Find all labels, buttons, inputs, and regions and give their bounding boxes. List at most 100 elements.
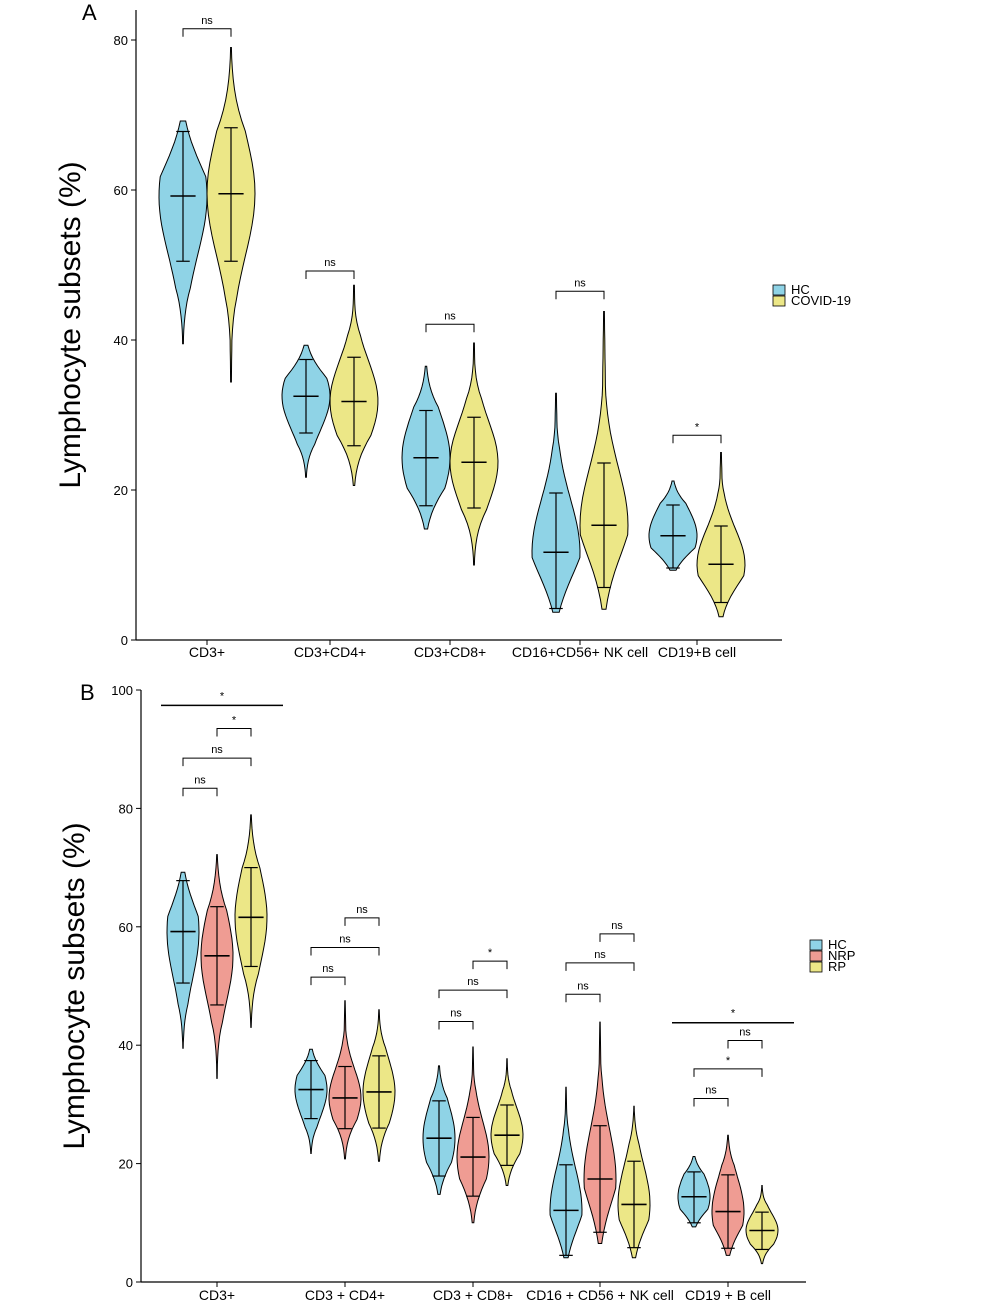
significance-label: ns <box>594 949 606 961</box>
significance-bracket <box>216 727 252 737</box>
significance-bracket <box>672 434 722 444</box>
overall-significance-label: * <box>731 1008 736 1020</box>
significance-bracket <box>182 28 232 37</box>
panel-b: B 0 20 40 60 80 100 Lymphocyte subsets (%) CD3+… <box>58 680 855 1303</box>
y-tick-label: 40 <box>119 1038 133 1053</box>
y-tick-label: 80 <box>119 801 133 816</box>
x-tick-label: CD3 + CD4+ <box>305 1287 385 1303</box>
significance-label: ns <box>705 1084 717 1096</box>
y-tick-label: 20 <box>114 483 128 498</box>
legend-swatch <box>772 284 786 296</box>
violin-hc <box>531 392 581 613</box>
y-tick-label: 0 <box>121 633 128 648</box>
significance-bracket <box>555 290 605 300</box>
significance-label: ns <box>467 976 479 988</box>
violin-covid-19 <box>206 47 256 383</box>
y-axis-label: Lymphocyte subsets (%) <box>58 822 91 1149</box>
violin-nrp <box>583 1021 617 1244</box>
significance-label: ns <box>194 774 206 786</box>
significance-label: * <box>726 1055 731 1067</box>
violin-hc <box>281 344 331 478</box>
significance-bracket <box>182 757 252 767</box>
legend-swatch <box>809 961 823 973</box>
y-tick-label: 80 <box>114 33 128 48</box>
legend-label: HC <box>828 937 847 952</box>
violin-hc <box>294 1048 328 1154</box>
y-tick-label: 100 <box>111 683 133 698</box>
significance-bracket <box>438 1021 474 1030</box>
x-tick-label: CD3+CD8+ <box>414 644 486 660</box>
violin-rp <box>617 1105 651 1259</box>
significance-label: ns <box>574 277 586 289</box>
violin-nrp <box>456 1046 490 1224</box>
significance-label: ns <box>739 1026 751 1038</box>
legend-label: NRP <box>828 948 855 963</box>
legend-label: HC <box>791 282 810 297</box>
violin-nrp <box>711 1134 745 1256</box>
y-tick-label: 60 <box>114 183 128 198</box>
y-axis-label: Lymphocyte subsets (%) <box>54 161 87 488</box>
significance-label: ns <box>201 15 213 27</box>
x-tick-label: CD19+B cell <box>658 644 736 660</box>
panel-a-letter: A <box>82 0 97 25</box>
significance-bracket <box>310 976 346 986</box>
x-tick-label: CD19 + B cell <box>685 1287 771 1303</box>
significance-label: ns <box>611 920 623 932</box>
significance-label: * <box>488 947 493 959</box>
violin-hc <box>549 1086 583 1259</box>
significance-label: ns <box>577 980 589 992</box>
significance-bracket <box>693 1068 763 1077</box>
violin-nrp <box>328 1000 362 1160</box>
violin-hc <box>158 120 208 345</box>
legend-label: RP <box>828 959 846 974</box>
violin-hc <box>648 480 698 571</box>
violin-hc <box>422 1065 456 1195</box>
significance-label: ns <box>356 904 368 916</box>
significance-label: ns <box>322 963 334 975</box>
x-tick-label: CD3 + CD8+ <box>433 1287 513 1303</box>
significance-bracket <box>182 787 218 797</box>
violin-covid-19 <box>329 284 379 486</box>
y-tick-label: 60 <box>119 920 133 935</box>
violin-hc <box>166 871 200 1049</box>
x-tick-label: CD3+ <box>199 1287 235 1303</box>
significance-label: * <box>232 714 237 726</box>
significance-bracket <box>599 933 635 942</box>
violin-covid-19 <box>696 452 746 618</box>
significance-bracket <box>727 1039 763 1049</box>
significance-bracket <box>425 323 475 333</box>
significance-bracket <box>310 947 380 956</box>
significance-label: ns <box>450 1008 462 1020</box>
legend-swatch <box>772 295 786 307</box>
violin-rp <box>362 1009 396 1162</box>
y-tick-label: 0 <box>126 1275 133 1290</box>
y-tick-label: 20 <box>119 1157 133 1172</box>
violin-body <box>579 311 629 610</box>
significance-bracket <box>344 917 380 926</box>
significance-label: * <box>695 421 700 433</box>
significance-label: ns <box>324 257 336 269</box>
x-tick-label: CD3+ <box>189 644 225 660</box>
violin-rp <box>745 1185 779 1265</box>
violin-hc <box>677 1156 711 1228</box>
significance-bracket <box>565 993 601 1003</box>
x-tick-label: CD3+CD4+ <box>294 644 366 660</box>
significance-label: ns <box>211 744 223 756</box>
significance-bracket <box>305 270 355 279</box>
significance-bracket <box>565 962 635 971</box>
significance-label: ns <box>444 310 456 322</box>
violin-rp <box>490 1058 524 1186</box>
legend-swatch <box>809 939 823 951</box>
panel-b-letter: B <box>80 680 95 705</box>
overall-significance-label: * <box>220 690 225 702</box>
y-tick-label: 40 <box>114 333 128 348</box>
panel-a: A 0 20 40 60 80 Lymphocyte subsets (%) CD3+ CD3… <box>54 0 851 660</box>
legend-label: COVID-19 <box>791 293 851 308</box>
x-tick-label: CD16 + CD56 + NK cell <box>526 1287 674 1303</box>
significance-bracket <box>438 989 508 999</box>
violin-rp <box>234 814 268 1028</box>
violin-covid-19 <box>579 311 629 610</box>
x-tick-label: CD16+CD56+ NK cell <box>512 644 648 660</box>
violin-nrp <box>200 854 234 1079</box>
